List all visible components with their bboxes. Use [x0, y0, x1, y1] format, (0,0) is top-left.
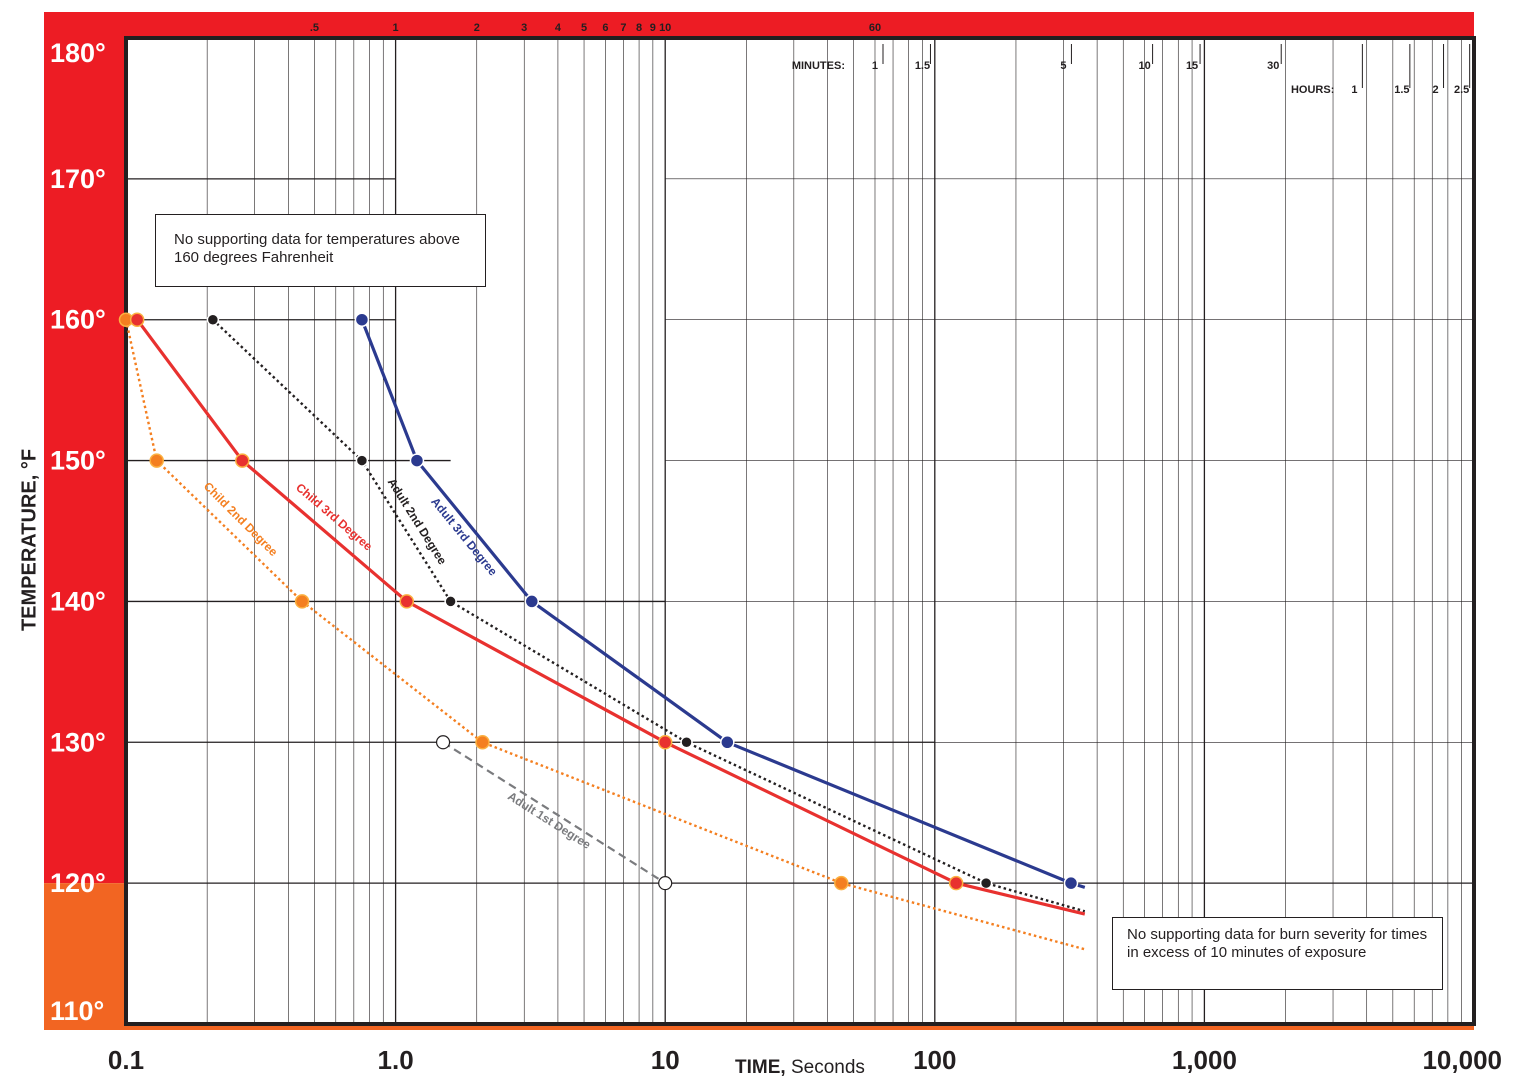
data-point-child-2nd-degree	[834, 875, 849, 891]
left-red-band	[44, 12, 126, 884]
top-red-band	[44, 12, 1474, 38]
top-scale-label: 5	[581, 22, 587, 34]
y-tick-label: 150°	[50, 446, 106, 476]
left-orange-band	[44, 883, 126, 1030]
data-point-adult-3rd-degree	[409, 453, 425, 468]
hours-tick-label: 1	[1351, 84, 1357, 96]
top-scale-label: 60	[869, 22, 881, 34]
minutes-caption: MINUTES:	[792, 60, 845, 72]
x-tick-label: 1,000	[1172, 1045, 1237, 1075]
series-line-child-3rd-degree	[135, 318, 1086, 916]
data-point-child-3rd-degree	[399, 594, 415, 609]
hours-tick-label: 2	[1432, 84, 1438, 96]
no-data-time-note: No supporting data for burn severity for…	[1112, 917, 1443, 990]
plot-area	[126, 38, 1474, 1024]
top-scale-label: .5	[310, 22, 319, 34]
y-tick-label: 120°	[50, 868, 106, 898]
bottom-orange-band	[126, 1024, 1474, 1030]
data-point-adult-1st-degree	[435, 735, 451, 750]
top-scale-label: 9	[650, 22, 656, 34]
data-point-adult-2nd-degree	[979, 876, 993, 890]
data-point-adult-2nd-degree	[355, 454, 369, 467]
y-axis-title: TEMPERATURE, °F	[18, 448, 41, 632]
data-point-child-2nd-degree	[475, 735, 490, 750]
top-scale-label: 4	[555, 22, 562, 34]
background-bands	[44, 12, 1474, 1030]
y-tick-label: 140°	[50, 586, 106, 616]
hours-tick-label: 1.5	[1394, 84, 1409, 96]
y-tick-label: 110°	[50, 996, 104, 1026]
data-point-child-3rd-degree	[129, 312, 145, 327]
top-scale-label: 3	[521, 22, 527, 34]
top-scale-label: 10	[659, 22, 671, 34]
x-axis-title: TIME, Seconds	[735, 1057, 865, 1079]
hours-tick-label: 2.5	[1454, 84, 1469, 96]
x-tick-label: 100	[913, 1045, 956, 1075]
data-point-child-3rd-degree	[657, 735, 673, 750]
data-point-adult-2nd-degree	[680, 736, 693, 749]
y-tick-label: 170°	[50, 164, 106, 194]
grid-lines	[126, 38, 1474, 1024]
data-point-adult-3rd-degree	[524, 594, 540, 609]
plot-border	[124, 36, 1476, 1026]
data-point-child-2nd-degree	[149, 453, 164, 468]
y-tick-label: 160°	[50, 305, 106, 335]
data-point-adult-2nd-degree	[444, 595, 457, 608]
data-point-child-2nd-degree	[294, 594, 310, 609]
top-scale-label: 2	[474, 22, 480, 34]
x-tick-label: 0.1	[108, 1045, 144, 1075]
plot-frame	[124, 36, 1476, 1026]
data-point-adult-2nd-degree	[206, 313, 220, 326]
data-point-child-3rd-degree	[948, 875, 964, 891]
x-tick-label: 10,000	[1422, 1045, 1502, 1075]
minutes-tick-label: 10	[1138, 60, 1150, 72]
x-tick-label: 10	[651, 1045, 680, 1075]
data-point-adult-3rd-degree	[1063, 875, 1079, 891]
data-point-child-3rd-degree	[235, 453, 250, 468]
minutes-tick-label: 30	[1267, 60, 1279, 72]
top-scale-label: 6	[602, 22, 608, 34]
x-tick-label: 1.0	[378, 1045, 414, 1075]
series-group	[118, 312, 1086, 951]
minutes-tick-label: 5	[1060, 60, 1066, 72]
data-point-adult-3rd-degree	[720, 735, 735, 750]
top-scale-label: 7	[620, 22, 626, 34]
x-axis-title-bold: TIME,	[735, 1057, 786, 1078]
top-scale-label: 1	[393, 22, 399, 34]
minutes-tick-label: 1.5	[915, 60, 930, 72]
series-line-adult-2nd-degree	[212, 318, 1086, 913]
y-tick-label: 180°	[50, 38, 106, 68]
hours-caption: HOURS:	[1291, 84, 1334, 96]
axis-tick-labels: 110° 120° 130° 140° 150° 160° 170° 180° 0.1 1.0 10…	[50, 38, 1502, 1075]
top-scale-label: 8	[636, 22, 642, 34]
minutes-tick-label: 15	[1186, 60, 1198, 72]
y-tick-label: 130°	[50, 727, 106, 757]
series-line-child-2nd-degree	[124, 319, 1086, 951]
series-line-adult-1st-degree	[442, 741, 666, 885]
data-point-adult-1st-degree	[658, 876, 673, 891]
minutes-tick-label: 1	[872, 60, 878, 72]
data-point-adult-3rd-degree	[354, 312, 370, 327]
x-axis-title-unit: Seconds	[790, 1057, 865, 1078]
no-data-temperature-note: No supporting data for temperatures abov…	[155, 214, 486, 287]
